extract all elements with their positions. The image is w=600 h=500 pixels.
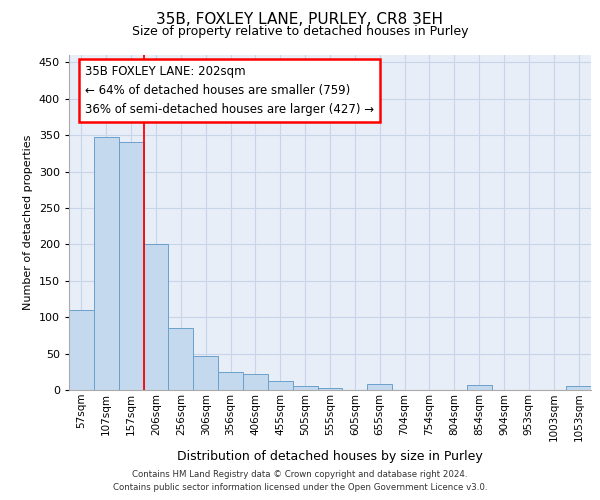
- Text: Size of property relative to detached houses in Purley: Size of property relative to detached ho…: [132, 25, 468, 38]
- Bar: [467, 385, 491, 390]
- Bar: [143, 244, 169, 390]
- Bar: [293, 386, 317, 390]
- Bar: [268, 382, 293, 390]
- Bar: [243, 374, 268, 390]
- Bar: [69, 310, 94, 390]
- Bar: [218, 372, 243, 390]
- Text: Contains HM Land Registry data © Crown copyright and database right 2024.
Contai: Contains HM Land Registry data © Crown c…: [113, 470, 487, 492]
- Bar: [169, 328, 193, 390]
- Y-axis label: Number of detached properties: Number of detached properties: [23, 135, 33, 310]
- Bar: [193, 356, 218, 390]
- Bar: [94, 138, 119, 390]
- Bar: [119, 142, 143, 390]
- Bar: [566, 386, 591, 390]
- Text: 35B FOXLEY LANE: 202sqm
← 64% of detached houses are smaller (759)
36% of semi-d: 35B FOXLEY LANE: 202sqm ← 64% of detache…: [85, 65, 374, 116]
- X-axis label: Distribution of detached houses by size in Purley: Distribution of detached houses by size …: [177, 450, 483, 462]
- Bar: [317, 388, 343, 390]
- Bar: [367, 384, 392, 390]
- Text: 35B, FOXLEY LANE, PURLEY, CR8 3EH: 35B, FOXLEY LANE, PURLEY, CR8 3EH: [157, 12, 443, 28]
